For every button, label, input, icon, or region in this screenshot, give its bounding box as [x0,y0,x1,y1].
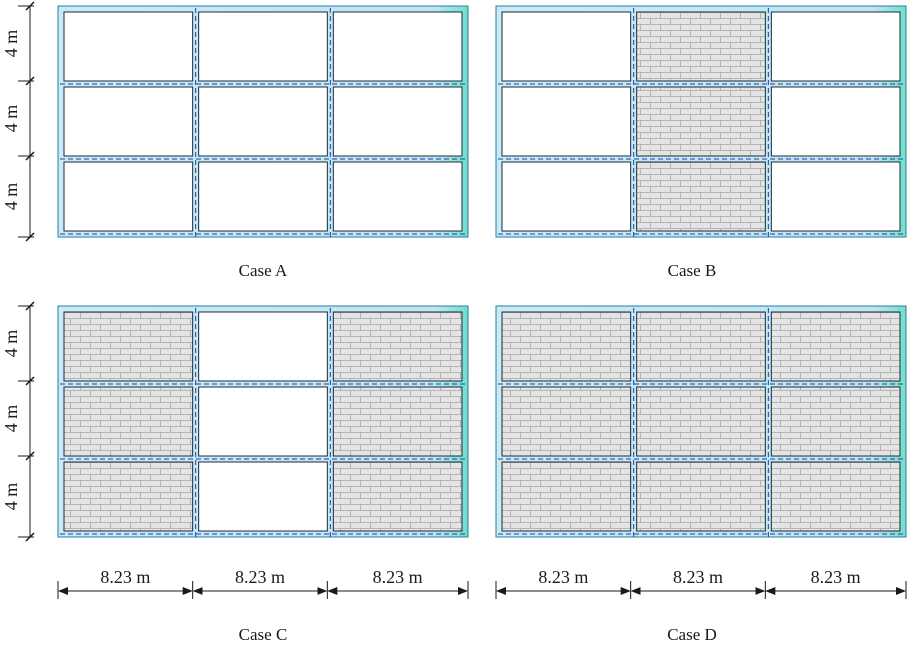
bay-width-label: 8.23 m [100,567,150,587]
open-bay-panel [198,11,328,82]
open-bay-panel [501,86,632,157]
masonry-infill-panel [770,311,901,382]
bay-width-label: 8.23 m [673,567,723,587]
masonry-infill-panel [636,86,766,157]
masonry-infill-panel [501,386,632,457]
story-height-label: 4 m [1,105,21,133]
story-height-label: 4 m [1,30,21,58]
case-c-height-dimensions: 4 m 4 m 4 m [1,301,35,542]
dimension-slash [25,451,35,461]
case-b-panel: Case B [495,5,907,280]
case-b-caption: Case B [668,261,717,280]
dimension-slash [25,232,35,242]
dimension-slash [25,151,35,161]
bay-width-label: 8.23 m [811,567,861,587]
masonry-infill-panel [636,461,766,532]
open-bay-panel [501,11,632,82]
dimension-slash [25,76,35,86]
case-b-frame [495,5,907,238]
case-d-panel: 8.23 m 8.23 m 8.23 m Case D [495,305,907,644]
open-bay-panel [332,86,463,157]
open-bay-panel [63,86,194,157]
open-bay-panel [770,161,901,232]
dimension-slash [25,532,35,542]
case-a-height-dimensions: 4 m 4 m 4 m [1,1,35,242]
masonry-infill-panel [63,461,194,532]
masonry-infill-panel [501,311,632,382]
bay-width-label: 8.23 m [235,567,285,587]
case-d-width-dimensions: 8.23 m 8.23 m 8.23 m [495,567,907,599]
case-c-caption: Case C [239,625,288,644]
masonry-infill-panel [332,311,463,382]
bay-width-label: 8.23 m [373,567,423,587]
masonry-infill-panel [636,311,766,382]
open-bay-panel [198,311,328,382]
story-height-label: 4 m [1,483,21,511]
masonry-infill-panel [770,461,901,532]
masonry-infill-panel [770,386,901,457]
bay-width-label: 8.23 m [538,567,588,587]
open-bay-panel [63,161,194,232]
case-d-frame [495,305,907,538]
masonry-infill-panel [63,311,194,382]
open-bay-panel [198,161,328,232]
open-bay-panel [501,161,632,232]
masonry-infill-panel [63,386,194,457]
open-bay-panel [198,86,328,157]
masonry-infill-panel [332,461,463,532]
case-d-caption: Case D [667,625,717,644]
dimension-slash [25,1,35,11]
open-bay-panel [770,11,901,82]
case-c-width-dimensions: 8.23 m 8.23 m 8.23 m [57,567,469,599]
masonry-infill-panel [332,386,463,457]
story-height-label: 4 m [1,405,21,433]
case-c-frame [57,305,469,538]
case-a-panel: 4 m 4 m 4 m Case A [1,1,469,280]
case-a-frame [57,5,469,238]
masonry-infill-panel [636,161,766,232]
open-bay-panel [63,11,194,82]
open-bay-panel [198,461,328,532]
open-bay-panel [332,11,463,82]
story-height-label: 4 m [1,183,21,211]
masonry-infill-panel [636,11,766,82]
open-bay-panel [332,161,463,232]
case-a-caption: Case A [239,261,288,280]
open-bay-panel [770,86,901,157]
masonry-infill-panel [501,461,632,532]
open-bay-panel [198,386,328,457]
dimension-slash [25,376,35,386]
case-c-panel: 4 m 4 m 4 m 8.23 m 8.23 m 8.23 m Case C [1,301,469,644]
story-height-label: 4 m [1,330,21,358]
masonry-infill-panel [636,386,766,457]
dimension-slash [25,301,35,311]
